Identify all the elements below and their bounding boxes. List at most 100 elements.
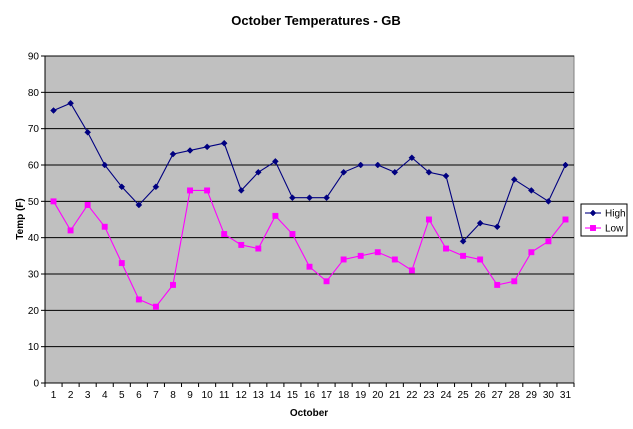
data-point-high [84,128,92,136]
data-point-low [135,296,142,303]
y-tick-label: 30 [28,270,40,281]
data-point-high [459,237,467,245]
x-tick-label: 21 [389,390,401,401]
x-tick-label: 20 [372,390,384,401]
data-point-high [374,161,382,169]
data-point-high [135,201,143,209]
x-axis: 1 2 3 4 5 6 7 8 9 10 11 12 13 14 15 16 17 18 19 20 21 22 23 24 2… [44,382,575,401]
data-point-low [323,278,330,285]
data-point-high [306,194,313,202]
legend-box [580,203,628,237]
x-tick-label: 8 [170,390,176,401]
data-point-high [340,168,347,176]
x-tick-label: 17 [321,390,333,401]
data-point-low [545,238,552,245]
data-point-low [50,198,57,205]
x-axis-title: October [290,408,328,419]
x-tick-label: 24 [440,390,452,401]
data-point-low [67,227,74,234]
data-point-high [442,172,450,180]
data-point-high [493,223,501,231]
x-tick-label: 6 [136,390,142,401]
x-tick-label: 9 [187,390,193,401]
data-point-low [562,216,569,223]
data-point-low [221,231,228,237]
data-point-low [289,231,296,237]
x-tick-label: 18 [338,390,350,401]
series-high [50,99,569,245]
data-point-high [545,197,552,205]
data-point-high [254,168,262,176]
data-point-high [50,107,57,114]
data-point-high [289,194,296,202]
data-point-low [255,245,262,252]
y-tick-label: 10 [28,342,40,353]
x-tick-label: 1 [51,390,57,401]
x-tick-label: 2 [68,390,74,401]
data-point-high [67,99,74,107]
data-point-low [238,241,245,248]
legend-marker-low [590,225,596,231]
x-tick-label: 26 [475,390,487,401]
y-axis: 0 10 20 30 40 50 60 70 80 90 [28,52,46,390]
y-tick-label: 80 [28,88,40,99]
data-point-low [477,256,484,263]
data-point-high [425,168,433,176]
data-point-low [84,202,91,208]
x-tick-label: 4 [102,390,108,401]
x-tick-label: 29 [526,390,538,401]
data-point-low [374,249,381,256]
x-tick-label: 23 [423,390,435,401]
x-tick-label: 27 [492,390,504,401]
data-point-high [323,194,330,202]
data-point-low [460,252,467,259]
data-point-low [187,187,193,194]
data-point-high [562,161,569,169]
x-tick-label: 25 [458,390,470,401]
legend-label-low: Low [605,224,624,235]
data-point-high [272,158,279,165]
chart-title: October Temperatures - GB [231,13,401,28]
data-point-high [527,187,535,194]
data-point-high [408,154,416,162]
y-tick-label: 0 [33,379,39,390]
y-tick-label: 40 [28,233,40,244]
data-point-high [510,176,518,183]
x-tick-label: 13 [253,390,265,401]
data-point-low [101,223,108,230]
data-point-high [237,187,245,194]
data-point-low [306,263,313,270]
data-point-high [220,139,228,147]
x-tick-label: 12 [236,390,248,401]
data-point-high [357,161,365,169]
plot-area [44,55,575,384]
data-point-low [511,278,518,285]
x-tick-label: 15 [287,390,299,401]
y-axis-title: Temp (F) [15,198,26,239]
x-tick-label: 7 [153,390,159,401]
x-tick-label: 19 [355,390,367,401]
data-point-high [101,161,109,169]
data-point-low [357,252,364,259]
legend-label-high: High [605,209,626,220]
data-point-high [118,183,126,191]
data-point-low [152,303,159,310]
data-point-low [494,281,501,288]
x-tick-label: 16 [304,390,316,401]
y-tick-label: 70 [28,124,40,135]
data-point-high [169,150,177,158]
data-point-low [528,249,535,256]
data-point-low [340,256,347,263]
data-point-high [203,143,211,151]
data-point-high [391,168,399,176]
legend: High Low [580,203,628,237]
y-tick-label: 50 [28,197,40,208]
data-point-low [272,212,279,219]
data-point-low [170,281,176,288]
y-tick-label: 20 [28,306,40,317]
x-tick-label: 11 [219,390,230,401]
series-low [50,187,569,310]
data-point-low [426,216,432,223]
